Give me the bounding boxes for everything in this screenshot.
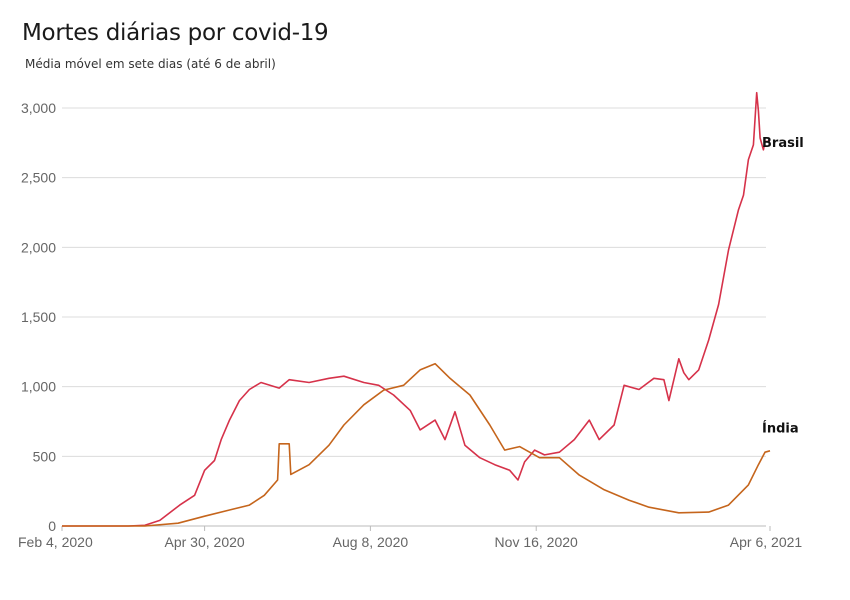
x-tick-label: Apr 6, 2021	[730, 534, 803, 550]
y-tick-label: 2,000	[21, 239, 56, 255]
y-tick-label: 1,000	[21, 379, 56, 395]
y-tick-label: 500	[33, 448, 57, 464]
x-tick-label: Apr 30, 2020	[165, 534, 245, 550]
series-label: Índia	[762, 420, 799, 436]
chart-subtitle: Média móvel em sete dias (até 6 de abril…	[25, 57, 276, 71]
series-line-brasil	[62, 91, 770, 527]
x-tick-label: Nov 16, 2020	[495, 534, 578, 550]
y-tick-label: 1,500	[21, 309, 56, 325]
series-label: Brasil	[762, 136, 804, 151]
chart-title: Mortes diárias por covid-19	[22, 20, 329, 46]
y-tick-label: 0	[48, 518, 56, 534]
series-line-india	[62, 362, 771, 527]
x-tick-label: Aug 8, 2020	[333, 534, 409, 550]
x-tick-label: Feb 4, 2020	[18, 534, 93, 550]
y-tick-label: 2,500	[21, 170, 56, 186]
y-tick-label: 3,000	[21, 100, 56, 116]
